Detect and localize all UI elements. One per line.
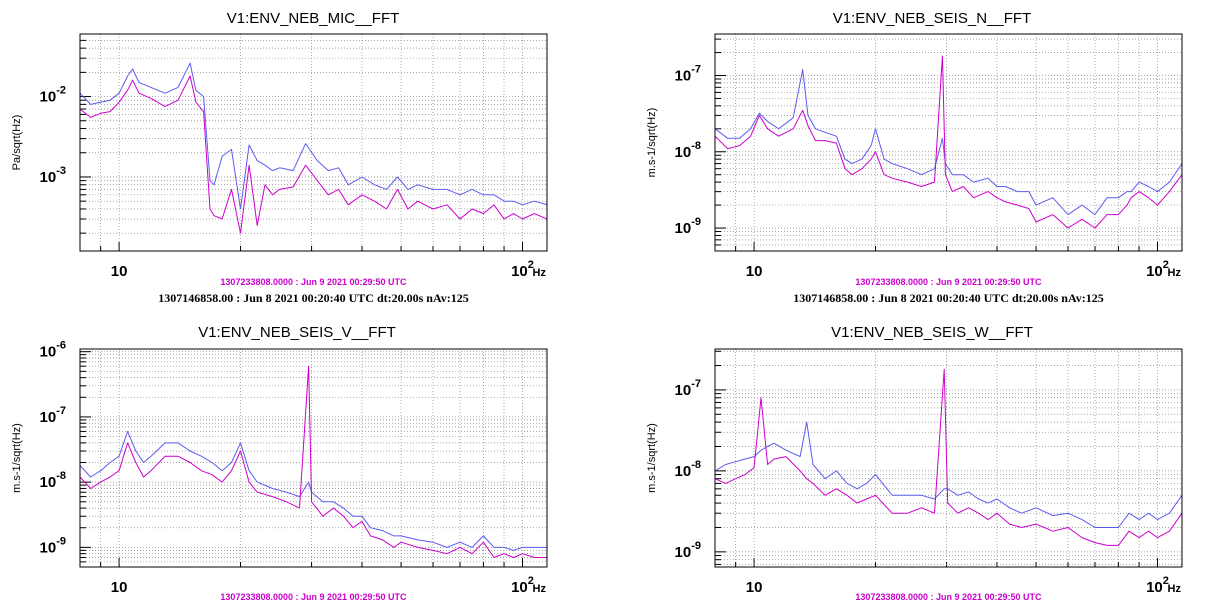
reference-info: 1307146858.00 : Jun 8 2021 00:20:40 UTC … (793, 291, 1103, 305)
y-tick-label: 10-9 (675, 540, 701, 561)
y-tick-label: 10-7 (675, 378, 701, 399)
x-tick-label: 102 (1146, 575, 1169, 596)
series-line-reference (715, 421, 1182, 528)
x-axis-unit: Hz (1168, 583, 1182, 595)
x-axis-unit: Hz (533, 583, 547, 595)
series-line-current (80, 365, 547, 558)
chart-title: V1:ENV_NEB_SEIS_W__FFT (831, 324, 1033, 341)
y-tick-label: 10-7 (40, 405, 66, 426)
plot-frame (79, 348, 548, 568)
x-tick-label: 102 (1146, 259, 1169, 280)
x-tick-label: 10 (746, 579, 763, 596)
series-line-reference (715, 69, 1182, 216)
x-tick-label: 102 (511, 575, 534, 596)
current-timestamp: 1307233808.0000 : Jun 9 2021 00:29:50 UT… (220, 277, 407, 287)
plot-frame (714, 348, 1183, 568)
y-tick-label: 10-9 (675, 216, 701, 237)
y-axis-label: m.s-1/sqrt(Hz) (646, 108, 658, 178)
x-axis-unit: Hz (533, 267, 547, 279)
x-tick-label: 10 (111, 263, 128, 280)
y-tick-label: 10-2 (40, 85, 66, 106)
x-tick-label: 10 (111, 579, 128, 596)
y-axis-label: m.s-1/sqrt(Hz) (646, 423, 658, 493)
y-tick-label: 10-8 (40, 470, 66, 491)
current-timestamp: 1307233808.0000 : Jun 9 2021 00:29:50 UT… (855, 592, 1042, 602)
fft-panel-4: V1:ENV_NEB_SEIS_W__FFT m.s-1/sqrt(Hz) 10-7… (646, 324, 1183, 602)
x-axis-unit: Hz (1168, 267, 1182, 279)
x-tick-label: 10 (746, 263, 763, 280)
y-tick-label: 10-9 (40, 535, 66, 556)
series-line-reference (80, 62, 547, 210)
y-axis-label: Pa/sqrt(Hz) (11, 115, 23, 171)
chart-title: V1:ENV_NEB_SEIS_V__FFT (198, 324, 396, 341)
series-line-current (80, 75, 547, 234)
y-tick-label: 10-3 (40, 165, 66, 186)
fft-panel-1: V1:ENV_NEB_MIC__FFT Pa/sqrt(Hz) 10-2 10-3 10… (11, 10, 548, 305)
y-tick-label: 10-6 (40, 340, 66, 361)
series-line-current (715, 368, 1182, 546)
chart-title: V1:ENV_NEB_MIC__FFT (227, 10, 400, 27)
y-axis-label: m.s-1/sqrt(Hz) (11, 423, 23, 493)
y-tick-label: 10-8 (675, 459, 701, 480)
chart-title: V1:ENV_NEB_SEIS_N__FFT (833, 10, 1031, 27)
y-tick-label: 10-7 (675, 63, 701, 84)
current-timestamp: 1307233808.0000 : Jun 9 2021 00:29:50 UT… (855, 277, 1042, 287)
fft-panel-2: V1:ENV_NEB_SEIS_N__FFT m.s-1/sqrt(Hz) 10-7… (646, 10, 1183, 305)
current-timestamp: 1307233808.0000 : Jun 9 2021 00:29:50 UT… (220, 592, 407, 602)
reference-info: 1307146858.00 : Jun 8 2021 00:20:40 UTC … (158, 291, 468, 305)
y-tick-label: 10-8 (675, 140, 701, 161)
series-line-reference (80, 430, 547, 551)
plot-frame (79, 33, 548, 252)
plot-frame (714, 33, 1183, 252)
fft-panel-3: V1:ENV_NEB_SEIS_V__FFT m.s-1/sqrt(Hz) 10-6… (11, 324, 548, 602)
x-tick-label: 102 (511, 259, 534, 280)
series-line-current (715, 55, 1182, 229)
